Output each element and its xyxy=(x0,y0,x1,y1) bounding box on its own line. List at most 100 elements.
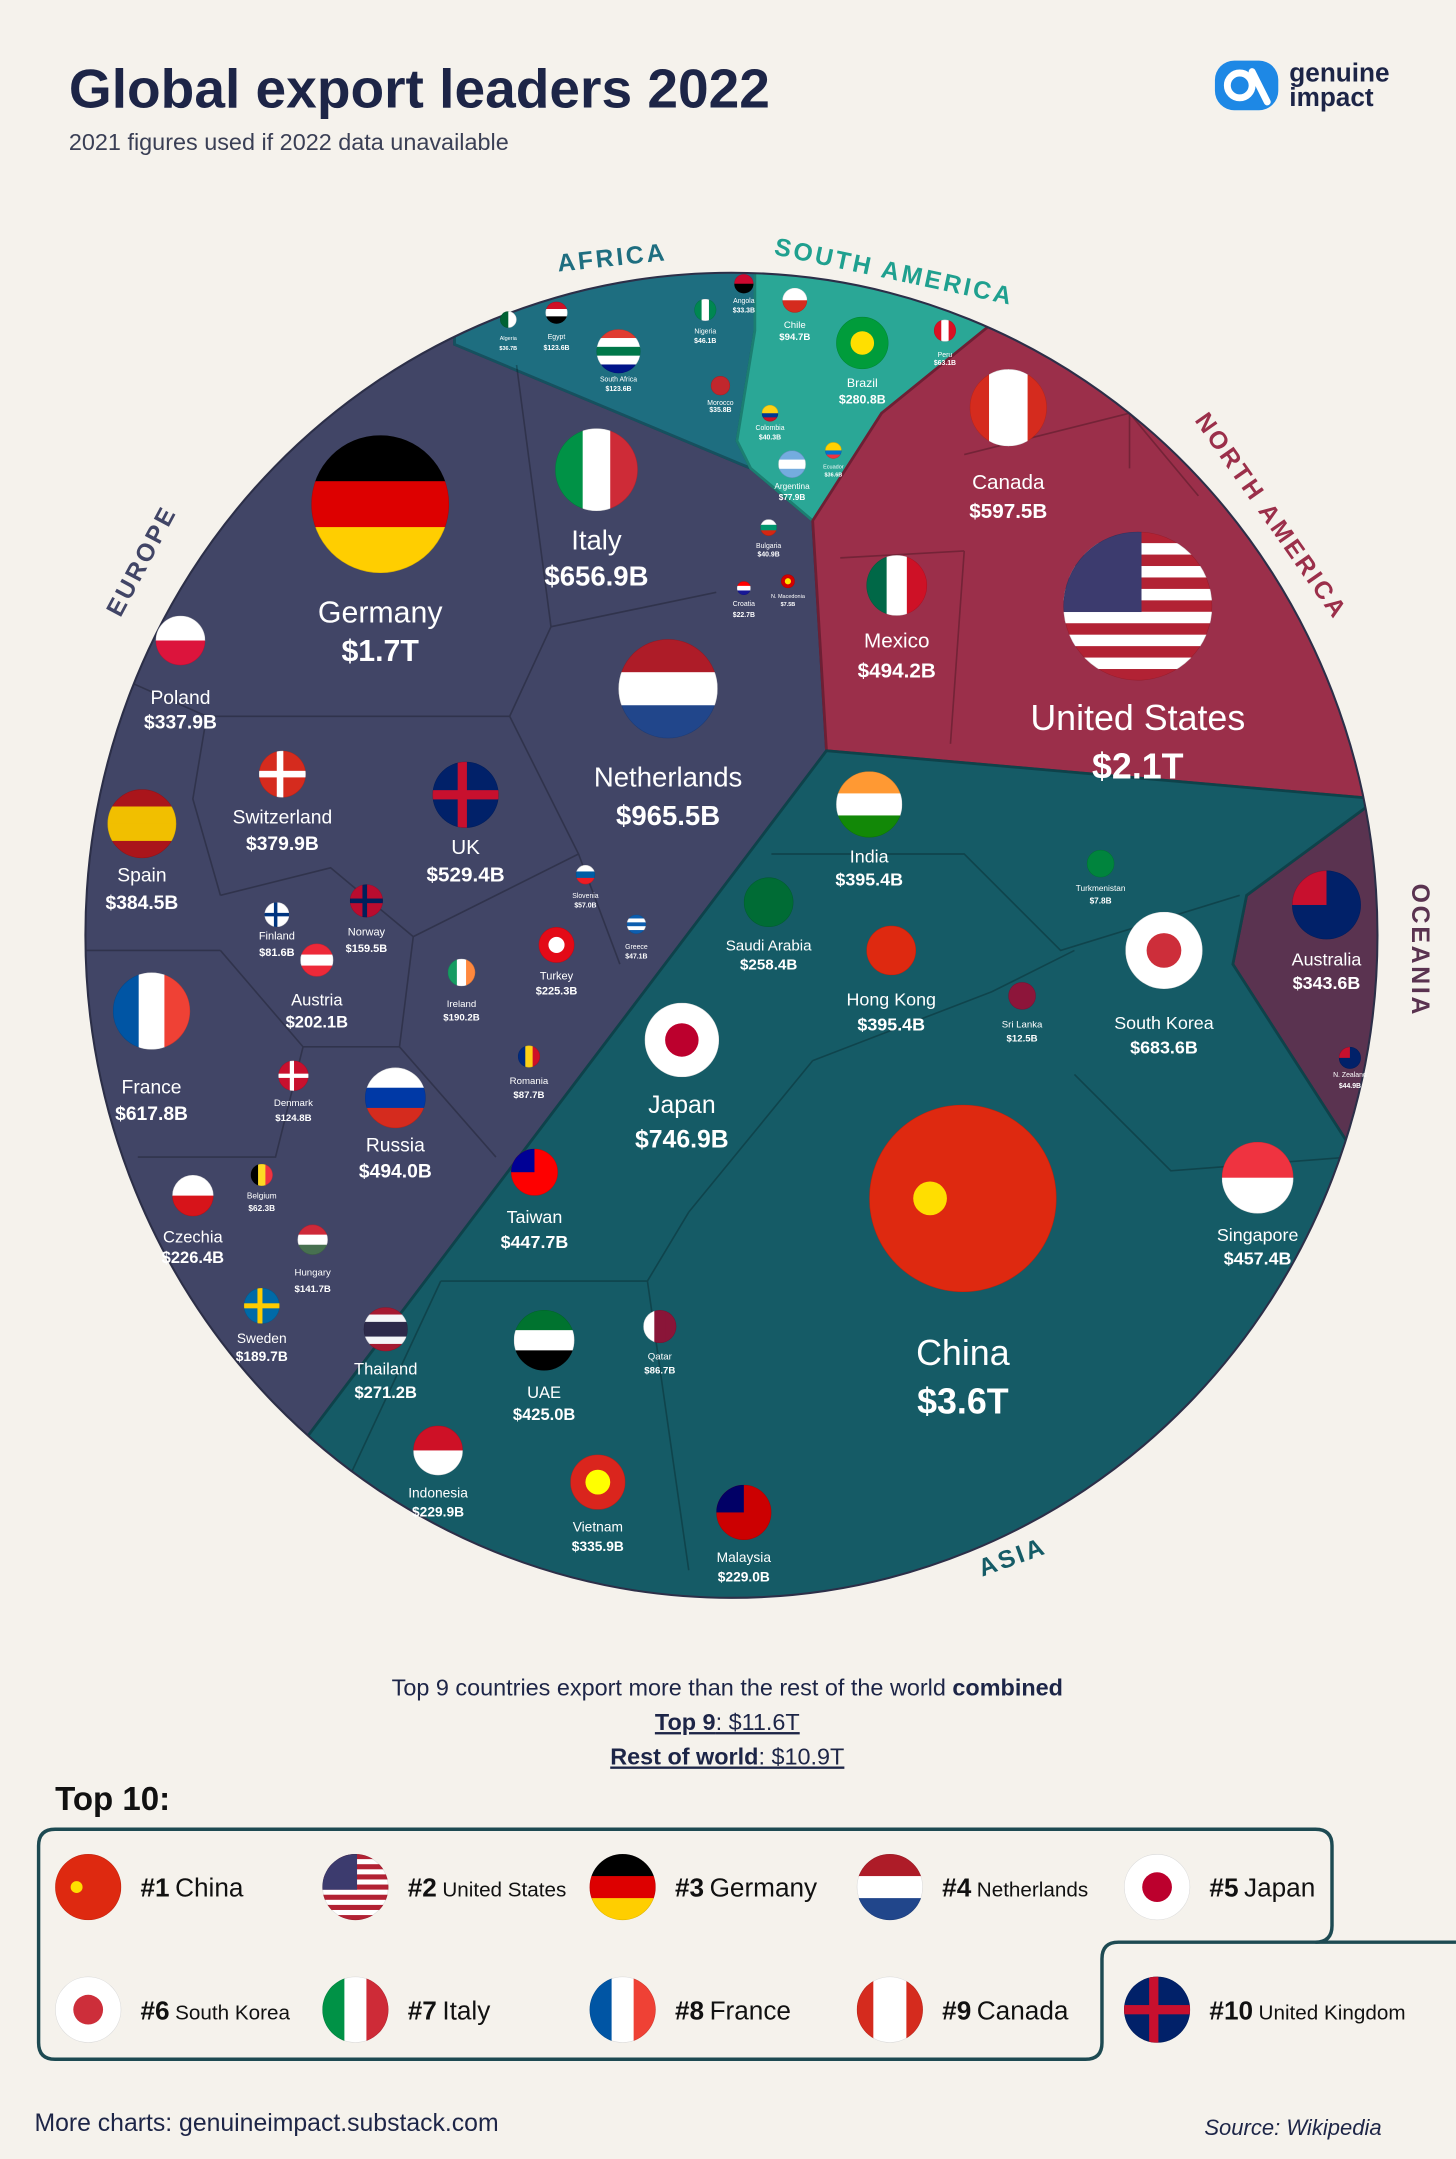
flag-part xyxy=(933,319,942,342)
flag-part xyxy=(760,524,777,532)
flag-part xyxy=(276,750,284,798)
country-value: $202.1B xyxy=(286,1013,349,1032)
flag-part xyxy=(618,672,718,706)
summary: Top 9 countries export more than the res… xyxy=(392,1675,1063,1770)
flag xyxy=(869,1104,1057,1293)
flag-part xyxy=(517,1045,526,1068)
flag xyxy=(866,555,928,616)
flag-part xyxy=(289,1060,295,1091)
flag-part xyxy=(825,454,842,459)
country-name: United States xyxy=(1030,698,1245,738)
top10-entry: #7 Italy xyxy=(408,1995,491,2025)
logo-text: impact xyxy=(1289,82,1374,112)
country-value: $46.1B xyxy=(694,338,716,345)
cell-border xyxy=(85,364,717,1158)
country-value: $447.7B xyxy=(501,1232,569,1252)
top10-item: #4 Netherlands xyxy=(856,1854,1088,1921)
top10-entry: #10 United Kingdom xyxy=(1209,1995,1405,2025)
flag-part xyxy=(545,301,568,310)
flag-part xyxy=(172,1195,214,1217)
flag xyxy=(743,877,794,928)
flag-part xyxy=(70,1881,83,1894)
top10-entry: #8 France xyxy=(675,1995,791,2025)
flag xyxy=(1338,1046,1361,1069)
country-name: Taiwan xyxy=(507,1207,563,1227)
flag-part xyxy=(250,1163,259,1186)
top10-name: United States xyxy=(442,1879,566,1902)
flag xyxy=(933,319,956,342)
country-name: Chile xyxy=(784,320,806,331)
flag xyxy=(781,574,795,589)
flag-part xyxy=(297,1244,328,1255)
flag-part xyxy=(734,283,754,294)
flag-part xyxy=(532,1045,540,1068)
flag xyxy=(856,1854,923,1921)
country-value: $271.2B xyxy=(354,1383,417,1402)
flag-part xyxy=(736,581,751,587)
flag-part xyxy=(582,428,611,512)
flag-part xyxy=(782,287,808,301)
country-value: $2.1T xyxy=(1092,746,1184,786)
country-cell: Algeria $36.7B xyxy=(499,311,518,352)
flag-part xyxy=(710,376,731,396)
flag-part xyxy=(856,1898,923,1921)
flag-part xyxy=(322,1904,389,1911)
flag xyxy=(836,316,889,370)
country-value: $395.4B xyxy=(857,1014,925,1034)
logo-text: genuine xyxy=(1289,57,1389,87)
flag xyxy=(365,1067,426,1129)
country-cell: Netherlands $965.5B xyxy=(594,639,742,831)
flag-part xyxy=(107,806,177,825)
country-value: $425.0B xyxy=(513,1405,576,1424)
country-name: Croatia xyxy=(733,601,755,608)
country-cell: Croatia $22.7B xyxy=(733,581,755,619)
country-cell: Colombia $40.3B xyxy=(755,404,785,441)
summary-line: Top 9 countries export more than the res… xyxy=(392,1675,1063,1701)
top10-entry: #6 South Korea xyxy=(141,1995,291,2025)
flag-part xyxy=(363,1329,408,1338)
country-name: Algeria xyxy=(500,336,518,342)
country-name: Bulgaria xyxy=(756,543,781,550)
country-value: $3.6T xyxy=(917,1381,1009,1421)
top10-name: France xyxy=(710,1995,791,2025)
country-name: Peru xyxy=(938,352,953,359)
subtitle: 2021 figures used if 2022 data unavailab… xyxy=(69,129,509,155)
summary-emphasis: combined xyxy=(952,1675,1063,1701)
flag-part xyxy=(784,578,792,585)
flag xyxy=(694,298,717,321)
flag-part xyxy=(500,311,509,328)
flag-part xyxy=(363,1307,408,1316)
flag-part xyxy=(548,936,565,953)
flag xyxy=(322,1976,389,2043)
flag-part xyxy=(941,319,950,342)
top10-list: #1 China #2 United States #3 Germany #4 Netherl… xyxy=(55,1854,1406,2043)
flag xyxy=(1124,1976,1191,2043)
country-name: Greece xyxy=(625,944,648,951)
country-name: Denmark xyxy=(274,1098,313,1109)
flag-part xyxy=(300,943,334,956)
country-cell: Belgium $62.3B xyxy=(247,1163,277,1213)
flag-part xyxy=(596,338,641,348)
top10-rank: #10 xyxy=(1209,1995,1253,2025)
flag xyxy=(760,519,777,536)
flag-part xyxy=(265,1163,273,1186)
top10-item: #7 Italy xyxy=(322,1976,491,2043)
flag xyxy=(596,329,641,374)
country-name: France xyxy=(122,1078,182,1099)
country-value: $94.7B xyxy=(779,332,810,343)
country-name: Nigeria xyxy=(694,328,716,335)
flag-part xyxy=(297,1234,328,1246)
flag-part xyxy=(825,442,842,447)
flag-part xyxy=(708,298,717,321)
country-value: $384.5B xyxy=(105,893,178,914)
country-value: $189.7B xyxy=(236,1349,288,1364)
flag-part xyxy=(545,309,568,318)
flag-part xyxy=(575,871,596,879)
flag-part xyxy=(989,369,1009,447)
flag xyxy=(589,1976,656,2043)
top10-item: #5 Japan xyxy=(1124,1854,1315,1921)
country-cell: Thailand $271.2B xyxy=(354,1307,417,1402)
top10-entry: #5 Japan xyxy=(1209,1873,1315,1903)
country-value: $141.7B xyxy=(295,1284,331,1295)
country-cell: Malaysia $229.0B xyxy=(716,1484,772,1584)
